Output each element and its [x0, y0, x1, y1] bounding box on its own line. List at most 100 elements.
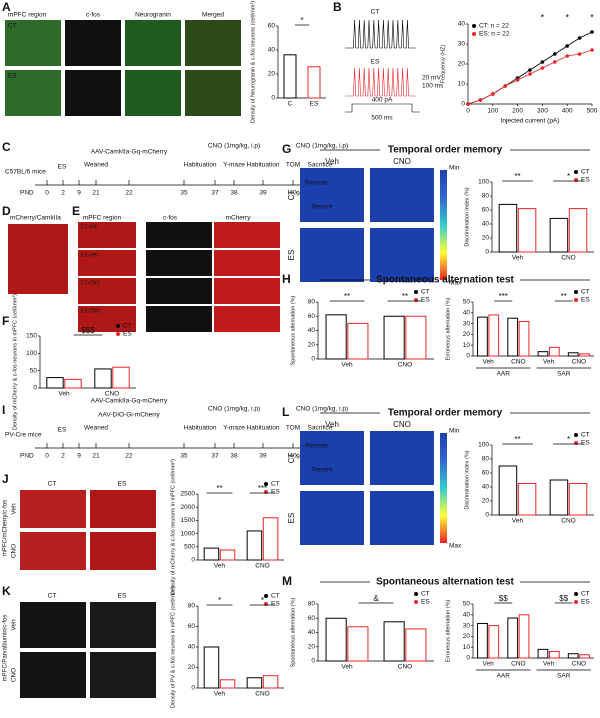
- micrograph: [370, 491, 434, 545]
- timeline-day: 2: [61, 190, 65, 197]
- bar: [405, 628, 427, 662]
- y-tick-label: 60: [308, 313, 316, 320]
- legend-label: ES: [421, 599, 430, 606]
- legend-marker: [264, 594, 268, 598]
- timeline-event: TOM: [286, 162, 300, 169]
- x-tick-label: CNO: [561, 255, 575, 262]
- column-label: CNO: [393, 420, 411, 429]
- y-tick-label: 0: [33, 385, 37, 392]
- row-label: Veh: [11, 619, 18, 631]
- timeline-day: 39: [259, 190, 267, 197]
- row-label: ES-Veh: [81, 252, 98, 258]
- significance: *: [590, 12, 594, 22]
- micrograph: [146, 250, 212, 276]
- y-tick-label: 0: [191, 557, 195, 564]
- timeline-event: Y-maze: [223, 425, 245, 432]
- y-tick-label: 10: [463, 342, 471, 349]
- legend-label: CT: [581, 289, 590, 296]
- micrograph: [300, 431, 364, 485]
- micrograph: [146, 306, 212, 332]
- panel-label: G: [282, 142, 291, 156]
- point: [590, 48, 594, 52]
- timeline-unit: PND: [20, 190, 34, 197]
- column-label: c-fos: [86, 12, 101, 19]
- bar: [537, 648, 549, 659]
- point: [565, 54, 569, 58]
- point: [491, 92, 495, 96]
- micrograph: [78, 222, 136, 248]
- point: [540, 66, 545, 70]
- legend-marker: [116, 324, 120, 328]
- timeline-event: CNO (1mg/kg, i.p): [296, 406, 348, 413]
- x-tick-label: Veh: [543, 661, 555, 668]
- y-tick-label: 20: [463, 331, 471, 338]
- x-tick-label: CNO: [511, 359, 525, 366]
- y-axis-label: Erroneous alternation (%): [445, 297, 451, 360]
- legend-label: ES: [271, 601, 280, 608]
- timeline-event: ES: [58, 164, 67, 171]
- bar: [498, 203, 518, 253]
- micrograph: [185, 70, 241, 116]
- bar: [477, 622, 488, 659]
- micrograph: [20, 602, 86, 648]
- micrograph: [300, 491, 364, 545]
- point: [577, 52, 582, 56]
- legend-marker: [574, 178, 578, 182]
- legend-label: ES: n = 22: [479, 31, 510, 38]
- legend-label: CT: [271, 481, 280, 488]
- row-label: CT: [8, 23, 17, 30]
- x-tick-label: Veh: [543, 359, 555, 366]
- y-tick-label: 40: [188, 644, 196, 651]
- row-label: CT-CNO: [81, 280, 100, 286]
- trace-label: ES: [371, 59, 380, 66]
- legend-marker: [414, 290, 418, 294]
- significance: *: [300, 16, 303, 25]
- legend-marker: [574, 290, 578, 294]
- timeline-event: C57BL/6 mice: [5, 169, 46, 176]
- bar: [94, 368, 112, 389]
- bar: [219, 549, 236, 561]
- colorbar: [440, 170, 447, 280]
- bar: [568, 208, 588, 253]
- column-label: mCherry: [226, 215, 252, 222]
- x-tick-label: CNO: [255, 563, 269, 570]
- timeline-day: 37: [211, 453, 219, 460]
- y-axis-label: Discrimination index (%): [464, 187, 470, 246]
- column-label: ES: [118, 593, 127, 600]
- timeline-day: 38: [230, 453, 238, 460]
- timeline-day: 35: [180, 453, 188, 460]
- micrograph: [300, 228, 364, 282]
- panel-label: J: [2, 472, 9, 486]
- legend-label: CT: [123, 323, 132, 330]
- legend-marker: [414, 592, 418, 596]
- x-tick-label: Veh: [58, 391, 70, 398]
- y-axis-label: Density of Neurogranin & c-fos neurons (…: [250, 1, 256, 123]
- y-tick-label: 40: [268, 47, 276, 54]
- row-label: ES-CNO: [81, 308, 101, 314]
- x-tick-label: Veh: [341, 362, 353, 369]
- micrograph: [125, 20, 181, 66]
- timeline-event: AAV-DIO-Gi-mCherry: [98, 412, 160, 419]
- legend-marker: [264, 602, 268, 606]
- row-label: CNO: [11, 544, 18, 558]
- y-tick-label: 20: [188, 664, 196, 671]
- row-label: CT: [287, 190, 296, 201]
- micrograph: [78, 250, 136, 276]
- legend-label: CT: [581, 591, 590, 598]
- x-tick-label: C: [288, 101, 293, 108]
- significance: $$: [559, 594, 568, 603]
- y-axis-label: Spontaneous alternation (%): [290, 597, 296, 667]
- column-label: Merged: [202, 12, 224, 19]
- object-label: Remote: [305, 180, 328, 187]
- panel-label: H: [282, 272, 291, 286]
- micrograph: [78, 306, 136, 332]
- y-tick-label: 0: [191, 685, 195, 692]
- significance: $$: [499, 594, 508, 603]
- micrograph: [90, 652, 156, 698]
- timeline-day: 37: [211, 190, 219, 197]
- x-tick-label: CNO: [398, 362, 412, 369]
- significance: *: [541, 12, 545, 22]
- point: [503, 84, 508, 88]
- bar: [383, 621, 405, 662]
- point: [478, 98, 483, 102]
